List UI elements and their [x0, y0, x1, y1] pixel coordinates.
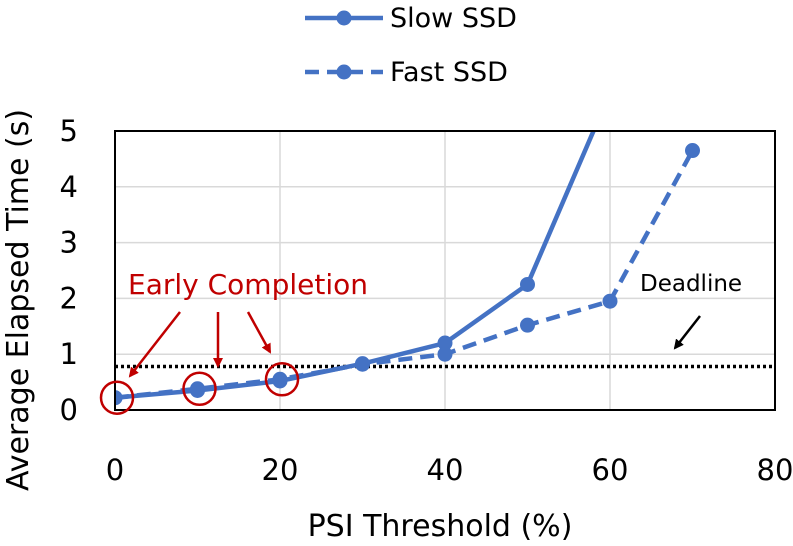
- y-tick-label: 1: [60, 337, 78, 371]
- early-completion-circle: [99, 380, 135, 415]
- x-tick-label: 60: [592, 453, 629, 487]
- annotations: Early Completion Deadline: [99, 268, 742, 415]
- x-tick-label: 20: [262, 453, 299, 487]
- x-tick-label: 40: [427, 453, 464, 487]
- y-tick-labels: 0 1 2 3 4 5: [60, 114, 78, 427]
- plot-frame: [114, 130, 776, 411]
- legend-item: Fast SSD: [305, 57, 508, 88]
- early-completion-arrow: [246, 311, 272, 354]
- data-point: [685, 143, 700, 159]
- y-tick-label: 5: [60, 114, 78, 148]
- y-tick-label: 0: [60, 393, 78, 427]
- legend-marker: [336, 64, 352, 80]
- early-completion-circle: [264, 362, 300, 397]
- legend-label: Slow SSD: [390, 3, 517, 34]
- data-point: [602, 293, 618, 309]
- x-tick-labels: 0 20 40 60 80: [106, 453, 793, 487]
- early-completion-label: Early Completion: [128, 268, 368, 301]
- early-completion-circle: [182, 371, 217, 407]
- series-layer: [115, 131, 700, 406]
- legend-item: Slow SSD: [305, 3, 517, 34]
- data-point: [437, 346, 453, 362]
- x-tick-label: 0: [106, 453, 124, 487]
- y-axis-title: Average Elapsed Time (s): [1, 109, 36, 491]
- data-point: [355, 356, 370, 372]
- series-line: [115, 131, 596, 400]
- data-point: [190, 381, 205, 397]
- y-tick-label: 3: [60, 226, 78, 260]
- data-point: [272, 371, 288, 387]
- deadline-arrow: [673, 315, 701, 350]
- data-point: [520, 317, 535, 333]
- series-fast-ssd: [115, 143, 700, 406]
- legend-label: Fast SSD: [390, 57, 508, 88]
- y-tick-label: 4: [60, 170, 78, 204]
- legend-marker: [336, 10, 352, 26]
- early-completion-arrow: [128, 311, 181, 378]
- deadline-label: Deadline: [640, 271, 742, 297]
- legend: Slow SSD Fast SSD: [305, 3, 517, 88]
- series-line: [115, 149, 695, 400]
- y-tick-label: 2: [60, 281, 78, 315]
- data-point: [437, 335, 453, 351]
- x-tick-label: 80: [757, 453, 793, 487]
- data-point: [520, 276, 535, 292]
- data-point: [115, 390, 123, 406]
- x-axis-title: PSI Threshold (%): [308, 509, 573, 544]
